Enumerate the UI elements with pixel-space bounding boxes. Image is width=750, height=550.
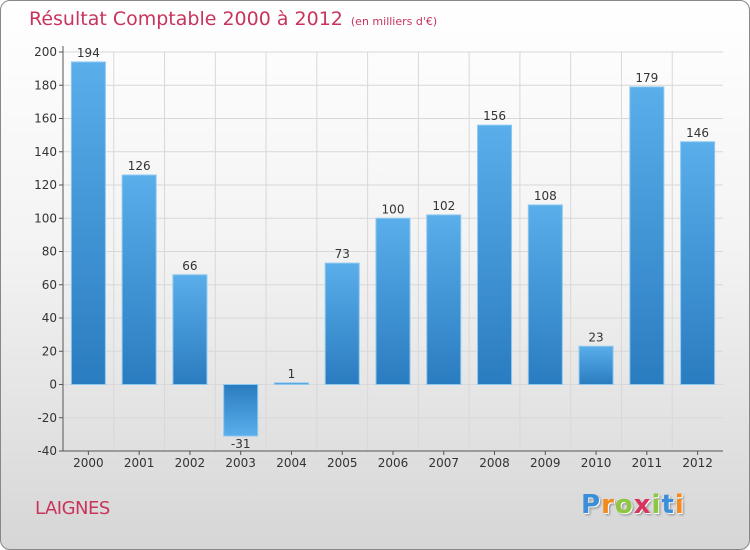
bar-2005	[324, 262, 360, 386]
bar-2006	[375, 217, 411, 385]
bar-2009	[527, 204, 563, 385]
data-label-2008: 156	[483, 109, 506, 123]
x-tick-label: 2010	[581, 456, 612, 470]
logo-letter: i	[651, 490, 662, 520]
y-tick-label: 0	[49, 378, 57, 392]
logo-letter: t	[661, 490, 675, 520]
data-label-2002: 66	[182, 259, 197, 273]
y-tick-label: 180	[34, 78, 57, 92]
bar-2003	[223, 384, 259, 437]
x-tick-label: 2006	[378, 456, 409, 470]
logo-letter: r	[601, 490, 615, 520]
y-tick-label: 20	[42, 344, 57, 358]
y-tick-label: -20	[37, 411, 57, 425]
bar-2000	[70, 61, 106, 385]
y-tick-label: -40	[37, 444, 57, 458]
bar-2010	[578, 345, 614, 386]
bar-2007	[426, 214, 462, 385]
bar-2004	[273, 382, 309, 385]
data-label-2000: 194	[77, 46, 100, 60]
x-tick-label: 2007	[428, 456, 459, 470]
y-tick-label: 40	[42, 311, 57, 325]
data-label-2007: 102	[432, 199, 455, 213]
x-tick-label: 2011	[632, 456, 663, 470]
x-tick-label: 2012	[682, 456, 713, 470]
y-tick-label: 60	[42, 278, 57, 292]
data-label-2001: 126	[128, 159, 151, 173]
bar-2011	[629, 86, 665, 385]
data-label-2003: -31	[231, 437, 251, 451]
x-tick-label: 2004	[276, 456, 307, 470]
y-tick-label: 140	[34, 145, 57, 159]
bar-2001	[121, 174, 157, 385]
logo-letter: P	[581, 490, 602, 520]
data-label-2006: 100	[382, 202, 405, 216]
x-tick-label: 2002	[175, 456, 206, 470]
y-tick-label: 200	[34, 45, 57, 59]
axes: -40 -20 0 20 40 60 80 100 120 140 160 180 200 2000 200…	[34, 45, 723, 470]
data-label-2011: 179	[635, 71, 658, 85]
x-tick-label: 2003	[225, 456, 256, 470]
data-labels: 194 126 66 -31 1 73 100 102 156 108 23 179 146	[77, 46, 709, 451]
y-tick-label: 100	[34, 211, 57, 225]
data-label-2004: 1	[288, 367, 296, 381]
chart-title-text: Résultat Comptable 2000 à 2012	[29, 8, 343, 30]
bars	[70, 61, 716, 437]
y-tick-label: 160	[34, 112, 57, 126]
x-tick-label: 2009	[530, 456, 561, 470]
bar-2002	[172, 274, 208, 385]
grid-lines	[63, 51, 723, 452]
logo-letter: i	[674, 490, 685, 520]
x-tick-label: 2000	[73, 456, 104, 470]
x-tick-label: 2008	[479, 456, 510, 470]
logo-letter: x	[633, 490, 652, 520]
data-label-2012: 146	[686, 126, 709, 140]
proxiti-logo: Proxiti	[581, 490, 685, 520]
bar-2008	[477, 124, 513, 386]
x-tick-label: 2005	[327, 456, 358, 470]
data-label-2009: 108	[534, 189, 557, 203]
y-tick-label: 120	[34, 178, 57, 192]
x-tick-label: 2001	[124, 456, 155, 470]
logo-letter: o	[614, 490, 634, 520]
chart-title: Résultat Comptable 2000 à 2012 (en millie…	[29, 8, 437, 30]
chart-subtitle: (en milliers d'€)	[350, 15, 438, 28]
bar-2012	[680, 141, 716, 385]
commune-name: LAIGNES	[35, 498, 110, 519]
y-tick-label: 80	[42, 245, 57, 259]
data-label-2005: 73	[335, 247, 350, 261]
data-label-2010: 23	[588, 330, 603, 344]
